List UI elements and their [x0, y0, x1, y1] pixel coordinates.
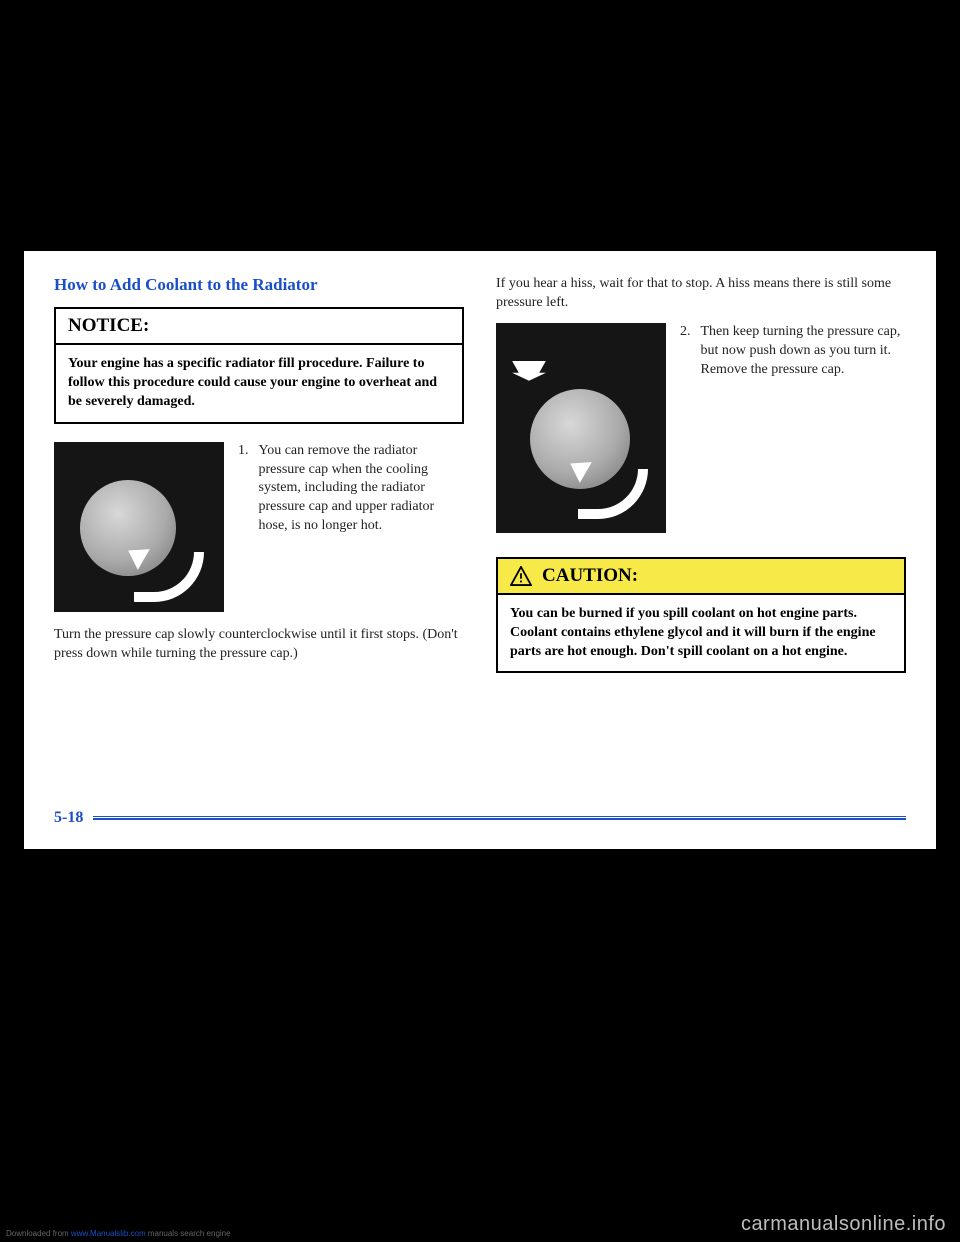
download-note: Downloaded from www.Manualslib.com manua…: [6, 1229, 231, 1238]
two-column-layout: How to Add Coolant to the Radiator NOTIC…: [54, 275, 906, 673]
footer-rule: [93, 816, 906, 820]
notice-body: Your engine has a specific radiator fill…: [56, 345, 462, 422]
caution-header: CAUTION:: [498, 559, 904, 595]
turn-cap-text: Turn the pressure cap slowly countercloc…: [54, 626, 464, 664]
dl-pre: Downloaded from: [6, 1229, 71, 1238]
step2-body: Then keep turning the pressure cap, but …: [701, 323, 907, 533]
warning-triangle-icon: [510, 566, 532, 586]
step1-number: 1.: [238, 442, 249, 612]
step2-text: 2. Then keep turning the pressure cap, b…: [680, 323, 906, 533]
step2-row: 2. Then keep turning the pressure cap, b…: [496, 323, 906, 533]
caution-body: You can be burned if you spill coolant o…: [498, 595, 904, 672]
step1-body: You can remove the radiator pressure cap…: [259, 442, 465, 612]
watermark: carmanualsonline.info: [741, 1213, 946, 1236]
page-number: 5-18: [54, 809, 83, 827]
radiator-cap-photo-2: [496, 323, 666, 533]
page-footer: 5-18: [54, 809, 906, 827]
hiss-text: If you hear a hiss, wait for that to sto…: [496, 275, 906, 313]
step2-number: 2.: [680, 323, 691, 533]
section-heading: How to Add Coolant to the Radiator: [54, 275, 464, 295]
manual-page: How to Add Coolant to the Radiator NOTIC…: [24, 251, 936, 849]
left-column: How to Add Coolant to the Radiator NOTIC…: [54, 275, 464, 673]
radiator-cap-photo-1: [54, 442, 224, 612]
caution-title: CAUTION:: [542, 565, 638, 587]
dl-link[interactable]: www.Manualslib.com: [71, 1229, 146, 1238]
notice-box: NOTICE: Your engine has a specific radia…: [54, 307, 464, 424]
right-column: If you hear a hiss, wait for that to sto…: [496, 275, 906, 673]
step1-row: 1. You can remove the radiator pressure …: [54, 442, 464, 612]
notice-title: NOTICE:: [56, 309, 462, 345]
caution-box: CAUTION: You can be burned if you spill …: [496, 557, 906, 674]
step1-text: 1. You can remove the radiator pressure …: [238, 442, 464, 612]
dl-post: manuals search engine: [146, 1229, 231, 1238]
